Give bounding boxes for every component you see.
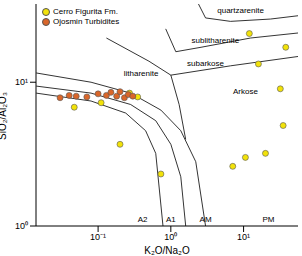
svg-text:Arkose: Arkose (233, 87, 258, 96)
svg-text:AM: AM (200, 215, 212, 224)
svg-text:A1: A1 (166, 215, 176, 224)
svg-text:10⁰: 10⁰ (164, 232, 177, 242)
svg-text:SiO₂/Al₂O₃: SiO₂/Al₂O₃ (0, 92, 8, 140)
svg-text:PM: PM (262, 215, 274, 224)
svg-text:litharenite: litharenite (124, 69, 159, 78)
svg-text:10⁻¹: 10⁻¹ (90, 232, 106, 242)
svg-text:K₂O/Na₂O: K₂O/Na₂O (144, 245, 190, 256)
svg-text:10¹: 10¹ (15, 77, 28, 87)
svg-text:subarkose: subarkose (187, 59, 224, 68)
svg-text:A2: A2 (138, 215, 148, 224)
html-text:Cerro Figurita Fm.: Cerro Figurita Fm. (53, 7, 118, 16)
svg-text:quartzarenite: quartzarenite (217, 6, 264, 15)
svg-text:sublitharenite: sublitharenite (192, 36, 240, 45)
svg-text:10⁰: 10⁰ (15, 221, 28, 231)
svg-text:10¹: 10¹ (237, 232, 250, 242)
html-text:Ojosmin Turbidites: Ojosmin Turbidites (53, 17, 120, 26)
